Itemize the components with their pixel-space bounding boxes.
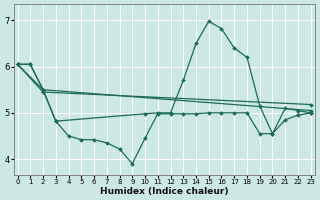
- X-axis label: Humidex (Indice chaleur): Humidex (Indice chaleur): [100, 187, 228, 196]
